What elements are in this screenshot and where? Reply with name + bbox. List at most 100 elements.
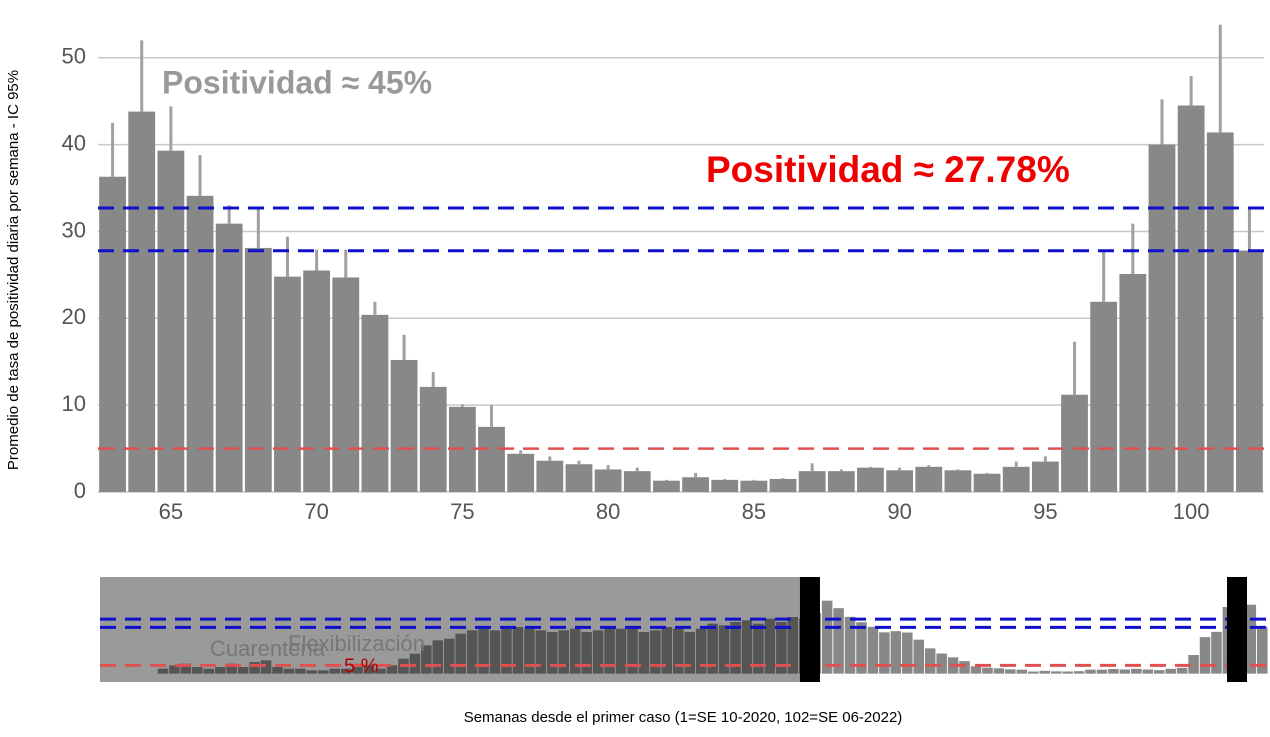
overview-bar	[936, 653, 947, 674]
overview-bar	[512, 627, 524, 674]
bar	[623, 471, 651, 492]
x-tick-label: 75	[450, 499, 474, 524]
bar	[99, 176, 126, 492]
overview-bar	[352, 667, 363, 674]
overview-bar	[1096, 669, 1108, 674]
brush-handle	[1227, 577, 1247, 682]
overview-bar	[1199, 637, 1211, 674]
overview-bar	[283, 668, 295, 674]
bar	[798, 471, 826, 492]
overview-bar	[478, 628, 489, 674]
bar	[157, 150, 185, 492]
overview-bar	[741, 620, 753, 674]
bar	[1061, 394, 1088, 492]
overview-bar	[913, 639, 925, 674]
overview-bar	[833, 608, 844, 674]
overview-bar	[1108, 669, 1119, 674]
overview-bar	[707, 623, 718, 674]
overview-bar	[169, 665, 180, 674]
bar	[332, 277, 360, 492]
bar	[886, 470, 914, 492]
overview-bar	[489, 630, 501, 674]
overview-bar	[226, 663, 237, 674]
overview-bar	[1027, 671, 1039, 674]
overview-bar	[1142, 669, 1154, 674]
y-tick-label: 40	[62, 130, 86, 155]
x-tick-label: 85	[742, 499, 766, 524]
overview-bar	[569, 628, 581, 674]
bar	[1119, 274, 1147, 492]
overview-bar	[902, 632, 913, 674]
overview-bar	[535, 630, 547, 674]
overview-bar	[214, 667, 226, 674]
overview-bar	[661, 627, 673, 674]
overview-bar	[718, 625, 730, 674]
overview-bar	[684, 632, 695, 674]
overview-bar	[615, 628, 627, 674]
overview-bar	[1062, 671, 1073, 674]
overview-bar	[237, 667, 249, 674]
bar	[186, 195, 214, 492]
bar	[244, 247, 272, 492]
bar	[419, 386, 447, 492]
y-tick-label: 0	[74, 478, 86, 503]
bar	[944, 470, 972, 492]
bar	[594, 469, 622, 492]
overview-bar	[260, 660, 272, 674]
bar	[303, 270, 331, 492]
overview-bar	[867, 626, 879, 674]
overview-bar	[1131, 668, 1142, 674]
overview-bar	[272, 667, 283, 674]
overview-bar	[409, 653, 421, 674]
brush-handle	[799, 577, 820, 682]
overview-bar	[421, 645, 432, 674]
overview-bar	[363, 665, 375, 674]
x-tick-label: 70	[304, 499, 328, 524]
overview-bar	[844, 616, 856, 674]
overview-bar	[730, 622, 741, 674]
bar	[740, 480, 768, 492]
overview-bar	[787, 617, 799, 674]
x-tick-label: 90	[887, 499, 911, 524]
bar	[857, 467, 884, 492]
overview-bar	[1188, 655, 1199, 674]
overview-bar	[1039, 670, 1050, 674]
y-axis-label: Promedio de tasa de positividad diaria p…	[5, 70, 22, 470]
overview-bar	[627, 628, 638, 674]
overview-bar	[443, 638, 455, 674]
overview-bar	[970, 666, 982, 674]
overview-bar	[432, 640, 444, 674]
overview-bar	[650, 630, 661, 674]
overview-bar	[982, 667, 993, 674]
overview-bar	[1153, 670, 1165, 674]
overview-bar	[466, 630, 478, 674]
bar	[1206, 132, 1234, 492]
overview-bar	[1005, 669, 1016, 674]
overview-bar	[524, 628, 535, 674]
overview-bar	[993, 668, 1005, 674]
y-tick-label: 30	[62, 217, 86, 242]
bar	[682, 477, 709, 492]
overview-bar	[455, 633, 466, 674]
overview-bar	[558, 630, 570, 674]
overview-bar	[157, 668, 169, 674]
overview-bar	[890, 631, 902, 674]
overview-bar	[1165, 668, 1176, 674]
overview-bar	[306, 670, 318, 674]
overview-bar	[501, 628, 512, 674]
overview-bar	[249, 662, 260, 674]
y-tick-label: 20	[62, 304, 86, 329]
bar	[827, 471, 855, 492]
bar	[1031, 461, 1059, 492]
x-tick-label: 80	[596, 499, 620, 524]
bar	[507, 453, 535, 492]
overview-bar	[1211, 631, 1222, 674]
overview-bar	[340, 668, 352, 674]
overview-bar	[581, 632, 592, 674]
overview-bar	[959, 661, 970, 674]
overview-bar	[1176, 667, 1188, 674]
overview-bar	[1085, 669, 1096, 674]
overview-bar	[638, 632, 650, 674]
bar	[215, 223, 243, 492]
